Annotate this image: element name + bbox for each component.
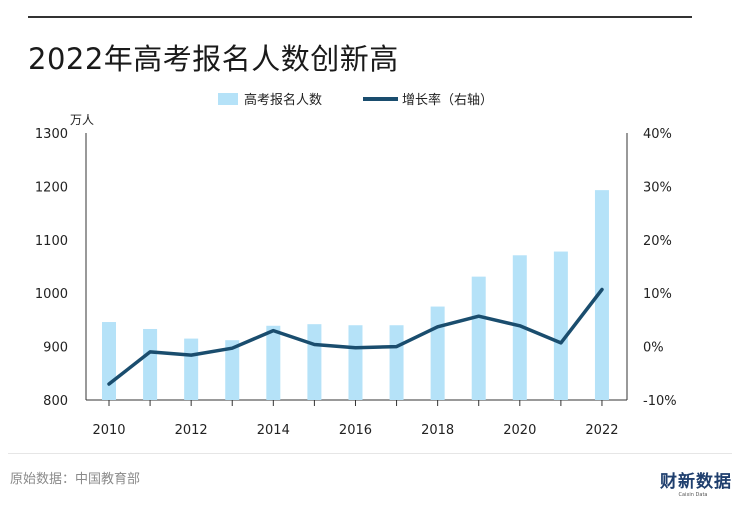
bar-2014 [266,325,281,400]
right-axis-tick-label: 30% [643,180,672,195]
chart-title: 2022年高考报名人数创新高 [28,42,399,76]
plot-area: 800 900 1000 1100 1200 1300 -10% 0% 10% 20% 30% 40%… [35,127,677,438]
left-axis-tick-label: 1000 [35,287,68,302]
right-axis-tick-label: 40% [643,127,672,142]
x-tick-label: 2020 [503,423,536,438]
brand-subtitle: Caixin Data [678,492,708,498]
source-note: 原始数据：中国教育部 [10,472,141,487]
bar-2015 [307,324,322,400]
legend: 高考报名人数 增长率（右轴） [218,92,493,108]
bar-2019 [471,276,486,400]
bar-2012 [184,338,199,400]
x-tick-label: 2010 [92,423,125,438]
footer-divider [8,453,732,454]
bar-2013 [225,340,240,400]
growth-rate-line [107,287,604,386]
left-axis-tick-label: 1100 [35,234,68,249]
bar-2021 [553,251,568,400]
left-axis-tick-label: 900 [43,341,68,356]
left-axis-tick-label: 1300 [35,127,68,142]
left-axis-tick-label: 1200 [35,180,68,195]
right-axis-tick-label: 10% [643,287,672,302]
legend-bar-swatch [218,93,238,105]
x-tick-label: 2022 [585,423,618,438]
right-axis-tick-label: 0% [643,341,664,356]
left-axis-unit: 万人 [70,113,94,127]
x-tick-label: 2012 [175,423,208,438]
bar-2018 [430,306,445,400]
bar-2017 [389,325,404,400]
bar-2016 [348,325,363,400]
legend-line-label: 增长率（右轴） [402,92,493,108]
left-axis-tick-label: 800 [43,394,68,409]
x-tick-label: 2016 [339,423,372,438]
brand-name: 财新数据 [660,472,732,492]
right-axis-tick-label: -10% [643,394,677,409]
x-tick-label: 2018 [421,423,454,438]
bar-2011 [143,328,158,400]
x-tick-label: 2014 [257,423,290,438]
bar-2010 [102,322,116,400]
top-rule [28,16,692,18]
bar-2022 [594,190,609,400]
right-axis-tick-label: 20% [643,234,672,249]
brand-logo: 财新数据 Caixin Data [660,472,732,498]
legend-bar-label: 高考报名人数 [244,92,322,108]
